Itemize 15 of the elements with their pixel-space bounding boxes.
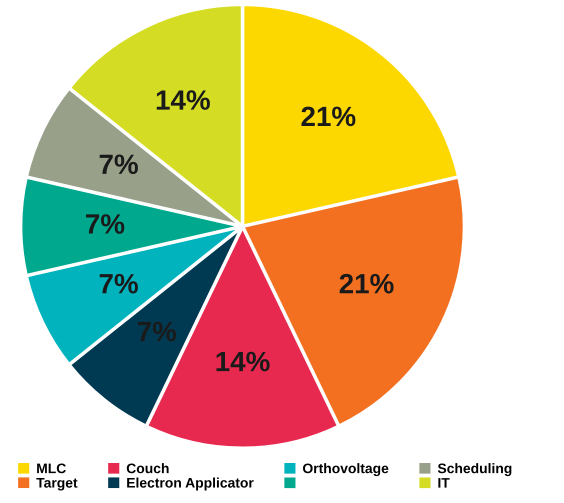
- legend-label: Couch: [126, 463, 169, 474]
- legend-label: Electron Applicator: [127, 477, 254, 490]
- legend-label: IT: [438, 478, 450, 488]
- legend-label: Target: [36, 478, 78, 490]
- data-label: 14%: [216, 352, 270, 372]
- data-label: 14%: [156, 90, 210, 110]
- legend-label: MLC: [37, 463, 66, 474]
- legend-label: Orthovoltage: [302, 463, 388, 476]
- data-label: 21%: [301, 106, 356, 126]
- data-label: 7%: [138, 322, 176, 342]
- data-label: 7%: [100, 274, 138, 294]
- legend-label: Scheduling: [438, 463, 512, 476]
- data-label: 7%: [86, 214, 124, 234]
- data-label: 7%: [100, 154, 138, 174]
- data-label: 21%: [340, 274, 394, 294]
